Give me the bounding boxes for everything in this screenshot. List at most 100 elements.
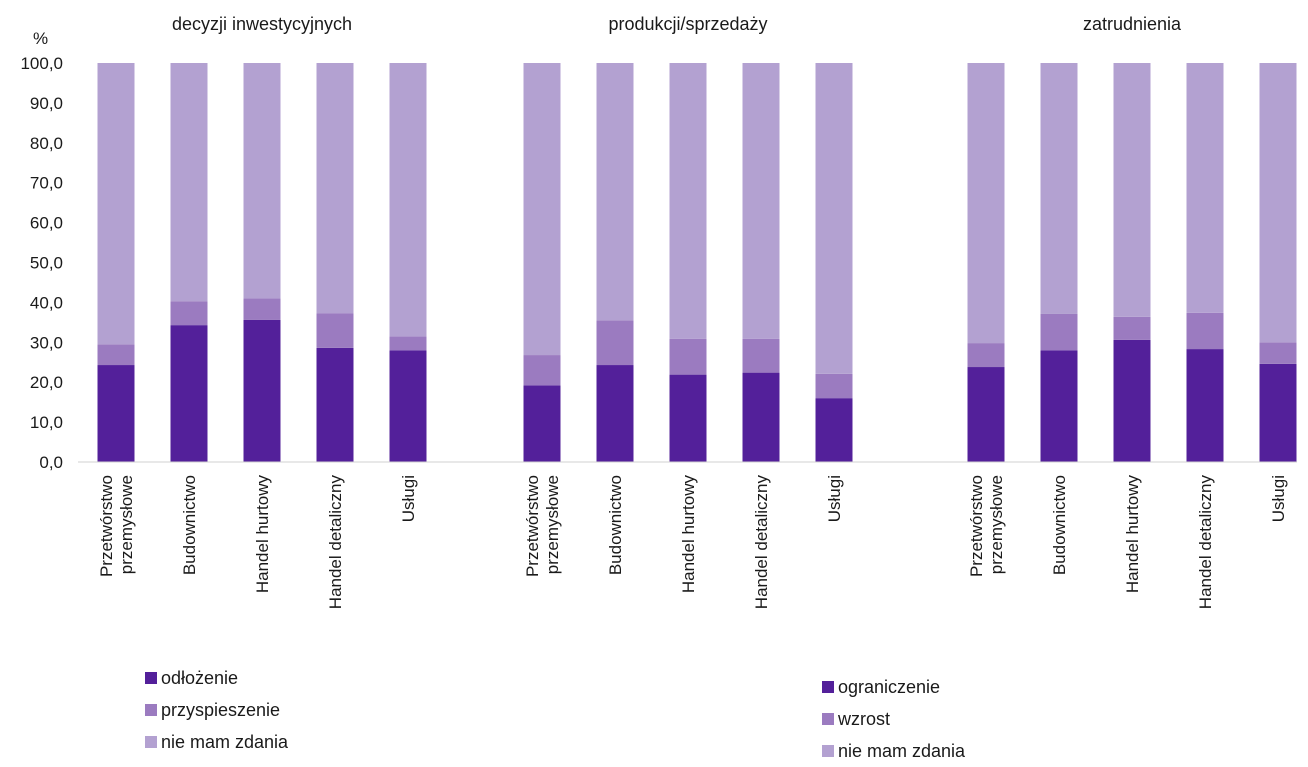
bar-segment bbox=[97, 63, 135, 345]
category-label: Usługi bbox=[399, 475, 418, 522]
bar-segment bbox=[523, 355, 561, 386]
bar-segment bbox=[1040, 63, 1078, 314]
y-tick-label: 100,0 bbox=[20, 54, 63, 73]
y-tick-label: 40,0 bbox=[30, 293, 63, 312]
bar-segment bbox=[523, 385, 561, 462]
category-label: Handel hurtowy bbox=[253, 475, 272, 594]
legend-item: odłożenie bbox=[145, 662, 288, 694]
y-tick-label: 20,0 bbox=[30, 373, 63, 392]
category-label: Handel hurtowy bbox=[1123, 475, 1142, 594]
category-label: Handel detaliczny bbox=[1196, 475, 1215, 610]
bar-segment bbox=[389, 63, 427, 337]
bar-segment bbox=[742, 63, 780, 339]
bar-segment bbox=[243, 298, 281, 320]
bar-segment bbox=[1113, 339, 1151, 462]
bar-segment bbox=[967, 343, 1005, 368]
bar-segment bbox=[1040, 350, 1078, 462]
bar-segment bbox=[815, 63, 853, 374]
bar-segment bbox=[170, 63, 208, 302]
bar-segment bbox=[967, 63, 1005, 344]
category-label: Handel detaliczny bbox=[326, 475, 345, 610]
bar-segment bbox=[815, 373, 853, 399]
y-tick-label: 80,0 bbox=[30, 134, 63, 153]
bar-segment bbox=[815, 398, 853, 462]
bar-segment bbox=[596, 320, 634, 366]
bar-segment bbox=[243, 63, 281, 299]
y-axis-unit-label: % bbox=[33, 29, 48, 48]
category-label: Handel hurtowy bbox=[679, 475, 698, 594]
category-label: Przetwórstwo bbox=[523, 475, 542, 577]
legend-swatch bbox=[822, 681, 834, 693]
bar-segment bbox=[1186, 349, 1224, 462]
bar-segment bbox=[1040, 313, 1078, 351]
category-labels: Przetwórstwo przemysłowe Budownictwo Handel… bbox=[97, 475, 1288, 610]
category-label: Przetwórstwo bbox=[97, 475, 116, 577]
bar-segment bbox=[1186, 63, 1224, 313]
legend-label: odłożenie bbox=[161, 667, 239, 688]
category-label: Usługi bbox=[1269, 475, 1288, 522]
bar-segment bbox=[170, 301, 208, 326]
bar-segment bbox=[967, 367, 1005, 462]
group-title: decyzji inwestycyjnych bbox=[172, 14, 352, 34]
legend-swatch bbox=[822, 713, 834, 725]
legend-left: odłożenie przyspieszenie nie mam zdania bbox=[145, 662, 288, 758]
bar-segment bbox=[669, 374, 707, 462]
bar-segment bbox=[389, 336, 427, 351]
legend-label: nie mam zdania bbox=[161, 731, 289, 752]
bar-segment bbox=[669, 63, 707, 339]
bar-segment bbox=[1259, 363, 1297, 462]
y-tick-label: 60,0 bbox=[30, 214, 63, 233]
bar-segment bbox=[1259, 342, 1297, 364]
legend-label: ograniczenie bbox=[838, 676, 941, 697]
legend-label: wzrost bbox=[838, 708, 891, 729]
legend-item: wzrost bbox=[822, 703, 965, 735]
bar-segment bbox=[1113, 63, 1151, 317]
bar-segment bbox=[1186, 312, 1224, 350]
legend-item: nie mam zdania bbox=[822, 735, 965, 767]
y-tick-label: 0,0 bbox=[39, 453, 63, 472]
y-tick-label: 90,0 bbox=[30, 94, 63, 113]
bar-segment bbox=[742, 372, 780, 462]
bar-segment bbox=[170, 325, 208, 462]
y-tick-label: 10,0 bbox=[30, 413, 63, 432]
group-title: zatrudnienia bbox=[1083, 14, 1182, 34]
bar-segment bbox=[97, 365, 135, 462]
y-axis: 0,0 10,0 20,0 30,0 40,0 50,0 60,0 70,0 80,0 90,0 1… bbox=[20, 54, 63, 472]
legend-label: przyspieszenie bbox=[161, 699, 281, 720]
group-titles: decyzji inwestycyjnych produkcji/sprzedaż… bbox=[172, 14, 1182, 34]
category-label: Budownictwo bbox=[1050, 475, 1069, 575]
bar-segment bbox=[523, 63, 561, 356]
category-label: Handel detaliczny bbox=[752, 475, 771, 610]
category-label: Budownictwo bbox=[180, 475, 199, 575]
bar-segment bbox=[316, 313, 354, 348]
category-label: przemysłowe bbox=[987, 475, 1006, 574]
bar-segment bbox=[389, 350, 427, 462]
category-label: Przetwórstwo bbox=[967, 475, 986, 577]
y-tick-label: 30,0 bbox=[30, 333, 63, 352]
legend-label: nie mam zdania bbox=[838, 740, 966, 761]
bar-segment bbox=[742, 338, 780, 373]
category-label: Budownictwo bbox=[606, 475, 625, 575]
legend-item: ograniczenie bbox=[822, 671, 965, 703]
bar-segment bbox=[316, 63, 354, 314]
category-label: przemysłowe bbox=[117, 475, 136, 574]
legend-swatch bbox=[145, 672, 157, 684]
bar-segment bbox=[243, 319, 281, 462]
bars bbox=[97, 63, 1297, 462]
legend-swatch bbox=[145, 736, 157, 748]
bar-segment bbox=[1113, 316, 1151, 340]
category-label: przemysłowe bbox=[543, 475, 562, 574]
bar-segment bbox=[669, 338, 707, 375]
legend-right: ograniczenie wzrost nie mam zdania bbox=[822, 671, 965, 767]
bar-segment bbox=[316, 347, 354, 462]
bar-segment bbox=[1259, 63, 1297, 343]
group-title: produkcji/sprzedaży bbox=[608, 14, 767, 34]
legend-swatch bbox=[145, 704, 157, 716]
bar-segment bbox=[97, 344, 135, 366]
bar-segment bbox=[596, 365, 634, 462]
legend-swatch bbox=[822, 745, 834, 757]
category-label: Usługi bbox=[825, 475, 844, 522]
y-tick-label: 70,0 bbox=[30, 174, 63, 193]
legend-item: przyspieszenie bbox=[145, 694, 288, 726]
